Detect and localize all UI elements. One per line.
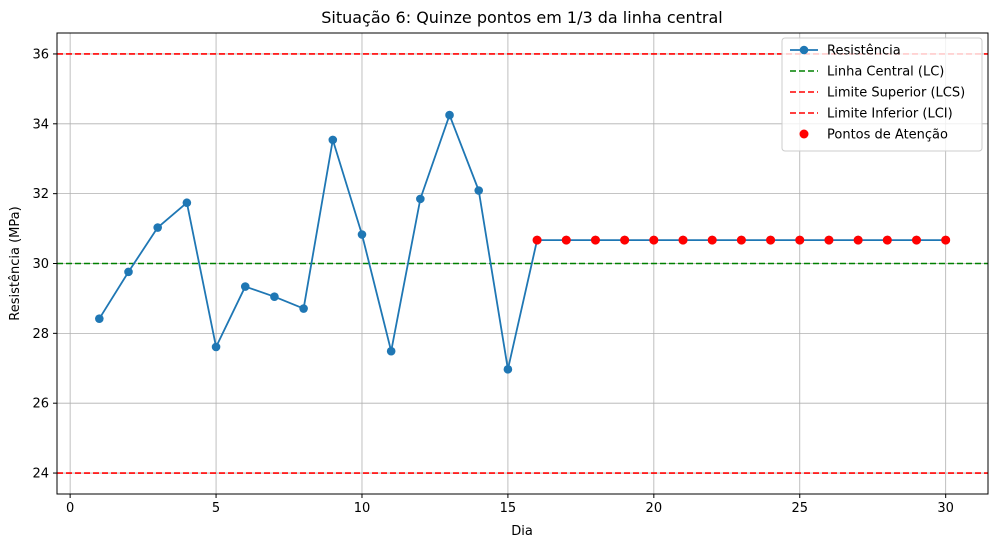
- resistencia-point: [357, 230, 367, 239]
- attention-point: [678, 235, 688, 245]
- attention-point: [736, 235, 746, 245]
- chart-title: Situação 6: Quinze pontos em 1/3 da linh…: [321, 8, 723, 27]
- attention-point: [911, 235, 921, 245]
- attention-point: [824, 235, 834, 245]
- legend-label: Limite Superior (LCS): [827, 86, 965, 101]
- y-tick-label: 24: [32, 467, 49, 482]
- legend-box: [781, 37, 983, 152]
- y-tick-label: 26: [32, 397, 49, 412]
- attention-point: [649, 235, 659, 245]
- resistencia-point: [124, 267, 133, 277]
- y-tick-label: 34: [32, 117, 49, 132]
- x-axis-ticks: 0 5 10 15 20 25 30: [66, 494, 954, 516]
- attention-point: [941, 235, 951, 245]
- attention-point: [795, 235, 805, 245]
- attention-point: [707, 235, 717, 245]
- resistencia-point: [182, 198, 192, 208]
- attention-point: [882, 235, 892, 245]
- attention-point: [590, 235, 600, 245]
- x-tick-label: 15: [500, 501, 517, 516]
- resistencia-point: [240, 282, 250, 291]
- legend-label: Resistência: [827, 44, 901, 59]
- resistencia-point: [503, 365, 513, 374]
- resistencia-point: [445, 110, 454, 120]
- attention-point: [853, 235, 863, 245]
- legend: Resistência Linha Central (LC) Limite Supe…: [781, 37, 983, 152]
- y-axis-label: Resistência (MPa): [8, 206, 23, 320]
- x-axis-label: Dia: [511, 524, 533, 539]
- legend-swatch-marker: [799, 45, 809, 55]
- y-tick-label: 28: [32, 327, 49, 342]
- attention-point: [766, 235, 776, 245]
- y-tick-label: 36: [32, 47, 49, 62]
- y-tick-label: 30: [32, 257, 49, 272]
- resistencia-point: [153, 223, 162, 232]
- legend-label: Pontos de Atenção: [827, 128, 948, 143]
- x-tick-label: 5: [212, 501, 220, 516]
- legend-label: Limite Inferior (LCI): [827, 107, 953, 122]
- resistencia-point: [474, 186, 484, 195]
- data-series: [95, 110, 951, 374]
- attention-point: [561, 235, 571, 245]
- x-tick-label: 10: [354, 501, 371, 516]
- y-tick-label: 32: [32, 187, 49, 202]
- resistencia-point: [211, 342, 221, 352]
- resistencia-point: [416, 194, 425, 204]
- y-axis-ticks: 24 26 28 30 32 34 36: [32, 47, 57, 482]
- legend-swatch-marker: [799, 129, 809, 139]
- x-tick-label: 0: [66, 501, 74, 516]
- resistencia-point: [270, 292, 279, 301]
- x-tick-label: 25: [791, 501, 808, 516]
- resistencia-point: [328, 135, 338, 145]
- x-tick-label: 20: [646, 501, 663, 516]
- resistencia-point: [95, 314, 104, 323]
- legend-label: Linha Central (LC): [827, 65, 944, 80]
- attention-point: [620, 235, 630, 245]
- attention-point: [532, 235, 542, 245]
- resistencia-point: [299, 304, 308, 313]
- resistencia-line: [98, 114, 946, 371]
- resistencia-point: [386, 346, 396, 356]
- x-tick-label: 30: [937, 501, 954, 516]
